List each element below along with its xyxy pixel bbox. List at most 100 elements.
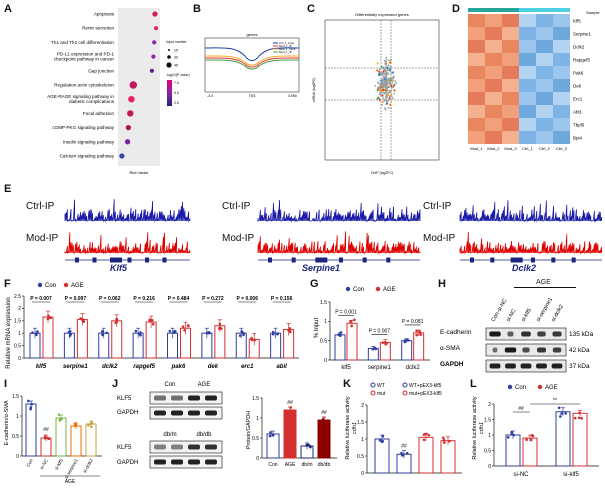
legend-label: WT+pEX3-klf5: [409, 383, 442, 389]
bubble-point: [129, 81, 138, 89]
term-label: cGMP-PKG signaling pathway: [52, 125, 114, 130]
scatter-point-highlight: [386, 66, 389, 69]
term-label: PD-L1 expression and PD-1: [57, 52, 115, 57]
scatter-point-highlight: [385, 102, 388, 105]
blot-band: [188, 459, 200, 465]
series-line: [204, 59, 300, 70]
legend-label: mut: [377, 391, 386, 397]
data-point: [138, 332, 141, 336]
y-tick-label: 2.5: [14, 294, 21, 300]
x-tick-label: serpine1: [63, 364, 88, 370]
scatter-point: [383, 67, 385, 70]
y-tick-label: 2: [361, 403, 364, 409]
y-axis-subtitle: cdh1: [352, 422, 358, 434]
panel-f-mrna-bars: Relative mRNA expression Con AGE 0 0.5 1 1.…: [0, 278, 305, 376]
scatter-point-highlight: [387, 86, 390, 89]
x-tick-label: db/m: [301, 462, 312, 468]
scatter-point: [388, 89, 391, 92]
heatmap-col-label: Mod_3: [504, 146, 517, 151]
scatter-point-highlight: [378, 70, 381, 73]
track-label-mod: Mod-IP: [222, 233, 255, 244]
y-tick-label: 0.5: [14, 343, 21, 349]
blot-row-label: KLF5: [117, 445, 132, 451]
heatmap-cell: [519, 40, 536, 53]
data-point: [43, 436, 47, 440]
heatmap-cell: [485, 79, 502, 92]
scatter-point: [382, 97, 385, 99]
y-axis-title: mRNA (log2FC): [312, 78, 316, 103]
significance-marker: ##: [287, 400, 293, 406]
x-tick-label: abil: [276, 364, 287, 370]
data-point: [271, 433, 275, 437]
panel-h-western-blot: AGE Con-si-NC si-NC si-klf5 si-serpine1 si-d…: [438, 278, 605, 376]
scatter-point: [389, 98, 392, 101]
data-point: [148, 318, 152, 321]
panel-j-klf5-western: KLF5 GAPDH KLF5 GAPDH Con AGE db/m db/db…: [112, 378, 342, 484]
panel-c-scatter: Differentially expressed genes ChIP (log…: [307, 0, 447, 180]
lane-label: si-klf5: [521, 308, 533, 323]
series-line: [204, 47, 300, 61]
legend-color-label: 2.5: [174, 101, 179, 105]
x-tick-label: si-NC: [39, 457, 49, 470]
data-point: [381, 434, 385, 438]
klf5-blot-and-bars: KLF5 GAPDH KLF5 GAPDH Con AGE db/m db/db…: [117, 382, 337, 469]
data-point: [219, 326, 222, 330]
bar: [70, 425, 82, 457]
x-tick-label: si-dclk2: [82, 458, 94, 474]
blot-band: [171, 459, 183, 465]
scatter-point: [385, 65, 388, 67]
scatter-point: [388, 59, 391, 62]
heatmap-cell: [519, 27, 536, 40]
gene-exon: [339, 257, 343, 263]
legend-size-label: 15: [174, 49, 178, 53]
data-point: [578, 411, 581, 415]
data-point: [168, 329, 172, 333]
heatmap-cell: [536, 14, 553, 27]
heatmap-cell: [468, 66, 485, 79]
y-axis-title: % Input: [314, 318, 320, 339]
x-tick-label: si-klf5: [54, 458, 64, 471]
blot-band: [537, 331, 546, 337]
data-point: [68, 329, 72, 333]
scatter-point: [384, 107, 386, 110]
luciferase-bar-chart-l: Relative luciferase activity cdh1 Con AG…: [472, 384, 599, 478]
plot-frame: [324, 19, 440, 161]
track-label-ctrl: Ctrl-IP: [423, 201, 452, 212]
data-point: [378, 439, 382, 442]
lane-label: si-dclk2: [551, 304, 566, 323]
scatter-point-highlight: [390, 93, 393, 96]
data-point: [557, 406, 561, 410]
scatter-point-highlight: [388, 96, 391, 99]
p-value-label: P = 0.006: [237, 296, 259, 302]
heatmap-cell: [468, 53, 485, 66]
x-axis-title: Rich factor: [129, 170, 149, 175]
significance-marker: ##: [401, 443, 407, 449]
bar: [334, 334, 346, 361]
x-tick-label: si-NC: [514, 472, 530, 478]
blot-band: [489, 363, 501, 369]
y-tick-label: 1.5: [357, 420, 364, 426]
bubble-point: [151, 54, 156, 59]
data-point: [405, 451, 409, 455]
scatter-point: [384, 63, 386, 65]
heatmap-row-label: Serpine1: [573, 32, 592, 37]
heatmap-cell: [536, 92, 553, 105]
y-tick-label: 0.5: [252, 436, 259, 442]
heatmap-cell: [468, 79, 485, 92]
scatter-point: [383, 76, 386, 79]
p-value-label: P = 0.272: [202, 296, 224, 302]
bubble-point: [149, 68, 155, 73]
data-point: [187, 324, 190, 328]
scatter-point: [379, 71, 382, 74]
legend-label: mut+pEX3-klf5: [409, 391, 442, 397]
term-label: diabetic complications: [69, 99, 115, 104]
luciferase-bar-chart: Relative luciferase activity cdh1 WT mut…: [345, 382, 462, 477]
bubble-point: [128, 96, 135, 103]
data-point: [577, 416, 581, 420]
data-point: [559, 415, 562, 418]
y-tick-label: 1: [256, 416, 259, 422]
scatter-point: [390, 89, 393, 92]
data-point: [250, 336, 253, 340]
scatter-point-highlight: [379, 89, 382, 92]
p-value-label: P = 0.484: [168, 296, 190, 302]
